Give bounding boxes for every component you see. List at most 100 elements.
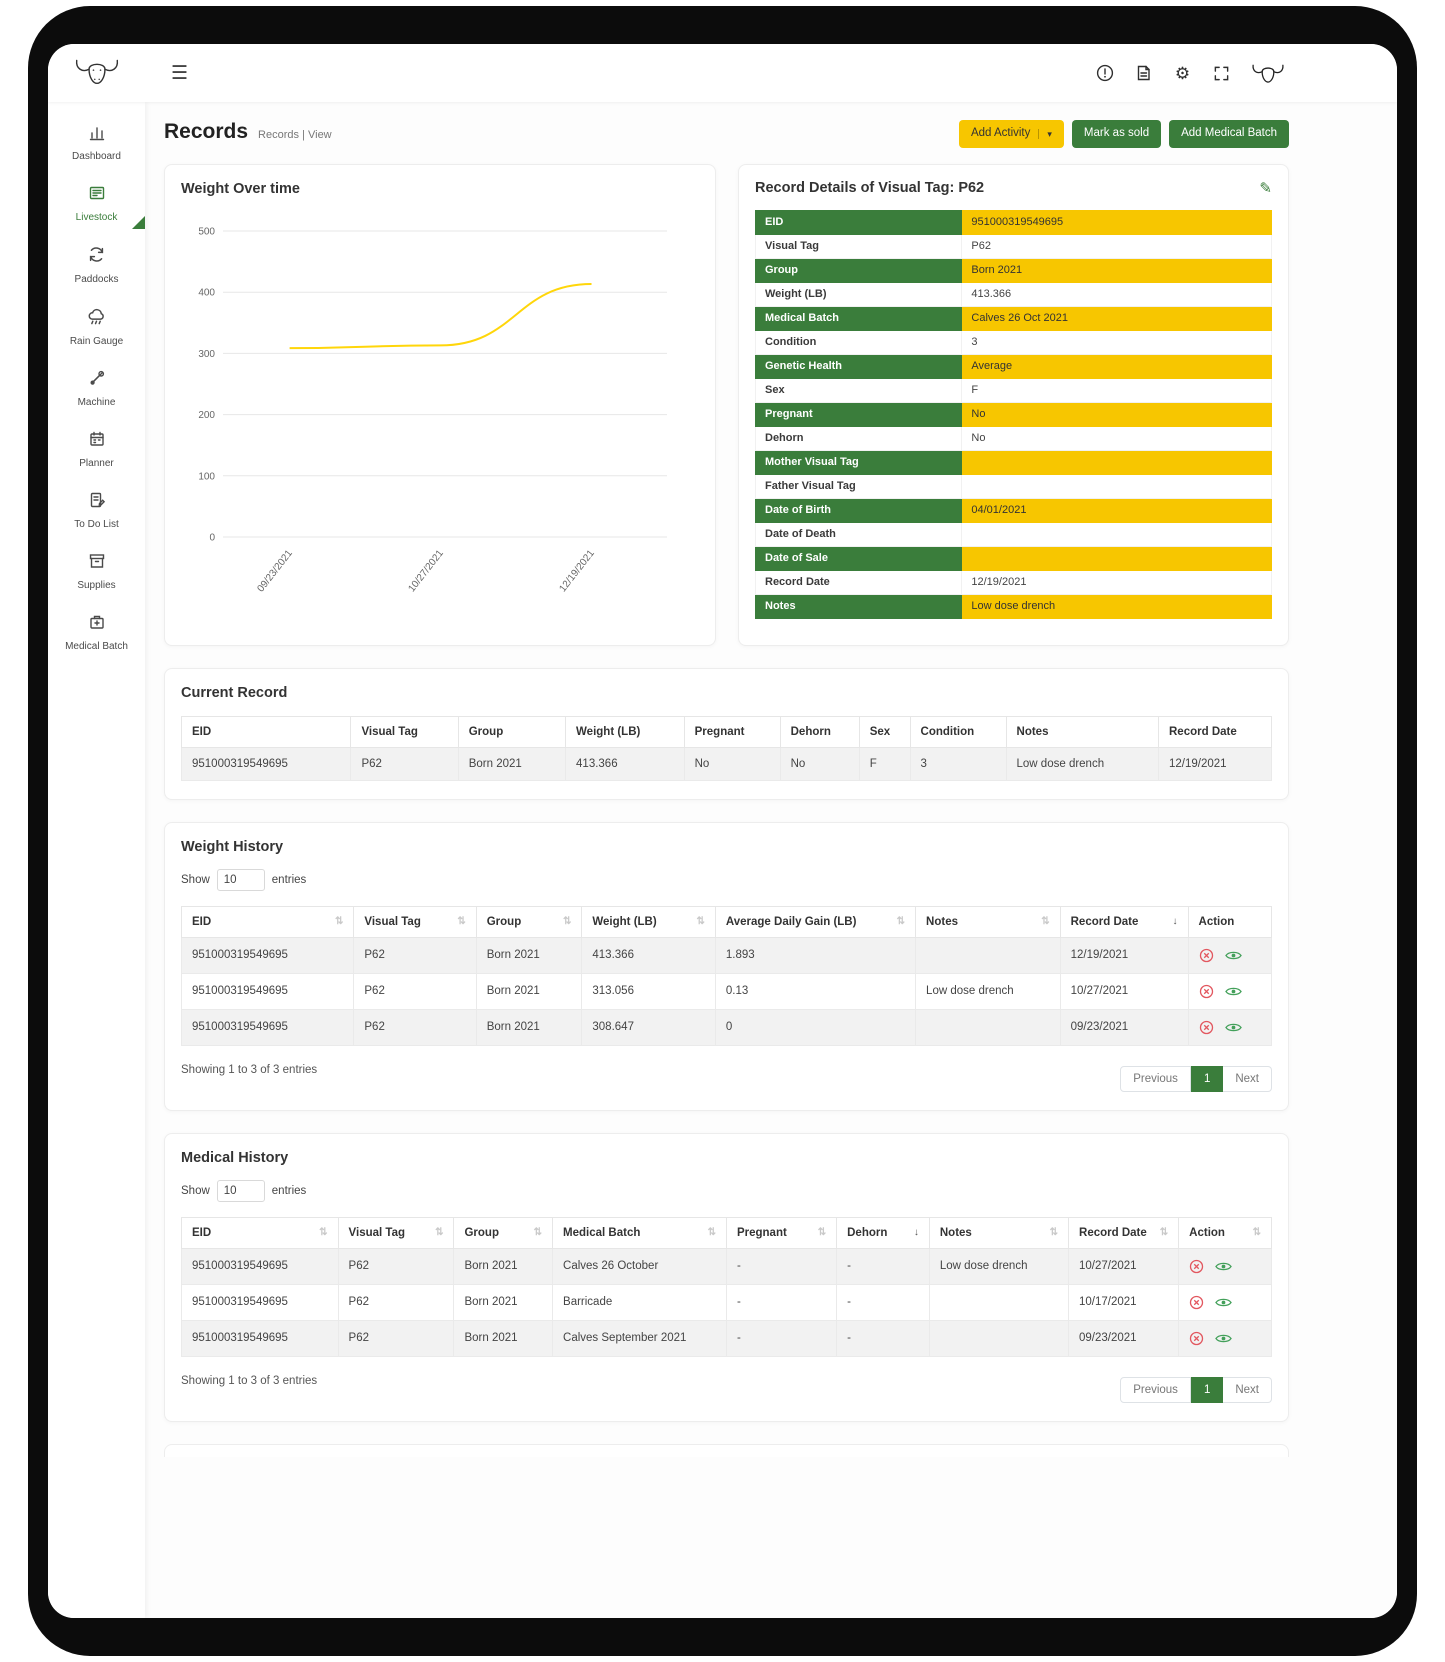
medical-batch-link[interactable]: Calves September 2021 [553,1320,727,1356]
column-label: Record Date [1079,1227,1147,1239]
weight-history-card: Weight History Show entries EID⇅ Visual … [164,822,1289,1111]
cell-visual-tag: P62 [338,1248,454,1284]
column-header-record-date[interactable]: Record Date↓ [1060,906,1188,937]
cell-visual-tag: P62 [354,937,476,973]
pagination-next[interactable]: Next [1223,1066,1272,1092]
edit-pencil-icon[interactable]: ✎ [1259,179,1272,197]
sidebar-item-dashboard[interactable]: Dashboard [48,112,145,173]
view-eye-icon[interactable] [1225,948,1242,963]
chevron-down-icon: ▾ [1038,129,1052,140]
column-header-visual-tag[interactable]: Visual Tag⇅ [338,1217,454,1248]
column-header-notes[interactable]: Notes⇅ [916,906,1061,937]
cell-action [1179,1320,1272,1356]
sidebar-item-supplies[interactable]: Supplies [48,541,145,602]
page-size-input[interactable] [217,1180,265,1202]
cell-dehorn: - [837,1320,930,1356]
view-eye-icon[interactable] [1215,1259,1232,1274]
cell-action [1188,937,1271,973]
hamburger-menu-icon[interactable]: ☰ [171,64,188,83]
column-header-medical-batch[interactable]: Medical Batch⇅ [553,1217,727,1248]
report-icon[interactable] [1134,64,1153,83]
view-eye-icon[interactable] [1225,984,1242,999]
sidebar-item-rain-gauge[interactable]: Rain Gauge [48,296,145,358]
column-header-eid[interactable]: EID⇅ [182,1217,339,1248]
current-record-card: Current Record EID Visual Tag Group Weig… [164,668,1289,800]
detail-value: P62 [962,234,1272,258]
delete-icon[interactable] [1189,1259,1204,1274]
pagination-next[interactable]: Next [1223,1377,1272,1403]
view-eye-icon[interactable] [1225,1020,1242,1035]
cell-weight: 308.647 [582,1009,715,1045]
column-header-visual-tag: Visual Tag [351,716,458,747]
pagination-previous[interactable]: Previous [1120,1377,1191,1403]
detail-value: Born 2021 [962,258,1272,282]
column-header-visual-tag[interactable]: Visual Tag⇅ [354,906,476,937]
fullscreen-icon[interactable] [1212,64,1231,83]
detail-row: Weight (LB)413.366 [756,282,1272,306]
pagination-previous[interactable]: Previous [1120,1066,1191,1092]
add-activity-button[interactable]: Add Activity ▾ [959,120,1064,148]
pagination-page-1[interactable]: 1 [1191,1066,1223,1092]
sidebar-item-medical-batch[interactable]: Medical Batch [48,602,145,663]
sort-icon: ⇅ [335,916,343,927]
delete-icon[interactable] [1199,984,1214,999]
view-eye-icon[interactable] [1215,1295,1232,1310]
table-row: 951000319549695 P62 Born 2021 Barricade … [182,1284,1272,1320]
medical-history-table: EID⇅ Visual Tag⇅ Group⇅ Medical Batch⇅ P… [181,1217,1272,1357]
page-size-input[interactable] [217,869,265,891]
paddocks-rotate-icon [87,245,106,269]
cell-group: Born 2021 [454,1248,553,1284]
view-eye-icon[interactable] [1215,1331,1232,1346]
cattle-profile-icon[interactable] [1251,64,1285,83]
column-header-record-date[interactable]: Record Date⇅ [1069,1217,1179,1248]
pagination-page-1[interactable]: 1 [1191,1377,1223,1403]
delete-icon[interactable] [1189,1331,1204,1346]
showing-entries-text: Showing 1 to 3 of 3 entries [181,1375,317,1387]
medical-batch-link[interactable]: Barricade [553,1284,727,1320]
cell-record-date: 10/27/2021 [1060,973,1188,1009]
brand-logo[interactable] [48,56,145,91]
sidebar-item-to-do-list[interactable]: To Do List [48,480,145,541]
cell-visual-tag: P62 [338,1320,454,1356]
detail-value: No [962,402,1272,426]
detail-row: GroupBorn 2021 [756,258,1272,282]
mark-as-sold-button[interactable]: Mark as sold [1072,120,1161,148]
add-medical-batch-button[interactable]: Add Medical Batch [1169,120,1289,148]
detail-value: No [962,426,1272,450]
sidebar-item-label: Planner [79,458,113,469]
page-title: Records [164,120,248,144]
detail-row: Date of Death [756,522,1272,546]
column-header-dehorn[interactable]: Dehorn↓ [837,1217,930,1248]
sidebar-item-paddocks[interactable]: Paddocks [48,234,145,296]
cell-notes [916,1009,1061,1045]
detail-row: Visual TagP62 [756,234,1272,258]
column-header-action[interactable]: Action⇅ [1179,1217,1272,1248]
breadcrumb-section[interactable]: Records [258,129,299,141]
sidebar-item-machine[interactable]: Machine [48,358,145,419]
column-header-group[interactable]: Group⇅ [454,1217,553,1248]
sidebar-item-planner[interactable]: Planner [48,419,145,480]
main-content[interactable]: Records Records | View Add Activity ▾ Ma… [145,102,1397,1618]
column-header-eid[interactable]: EID⇅ [182,906,354,937]
device-frame: ☰ ⚙ [28,6,1417,1656]
alert-circle-icon[interactable] [1095,64,1114,83]
medical-batch-link[interactable]: Calves 26 October [553,1248,727,1284]
delete-icon[interactable] [1199,1020,1214,1035]
delete-icon[interactable] [1189,1295,1204,1310]
cell-eid: 951000319549695 [182,973,354,1009]
column-header-notes[interactable]: Notes⇅ [929,1217,1068,1248]
show-label: Show [181,874,210,886]
cell-action [1188,973,1271,1009]
page-header: Records Records | View Add Activity ▾ Ma… [164,120,1289,148]
settings-gear-icon[interactable]: ⚙ [1173,64,1192,83]
sidebar-item-livestock[interactable]: Livestock [48,173,145,234]
column-header-group[interactable]: Group⇅ [476,906,582,937]
show-label: Show [181,1185,210,1197]
column-header-average-daily-gain[interactable]: Average Daily Gain (LB)⇅ [715,906,915,937]
column-header-weight[interactable]: Weight (LB)⇅ [582,906,715,937]
column-header-pregnant[interactable]: Pregnant⇅ [726,1217,836,1248]
next-card-peek [164,1444,1289,1457]
detail-row: Father Visual Tag [756,474,1272,498]
delete-icon[interactable] [1199,948,1214,963]
column-label: Group [487,916,522,928]
